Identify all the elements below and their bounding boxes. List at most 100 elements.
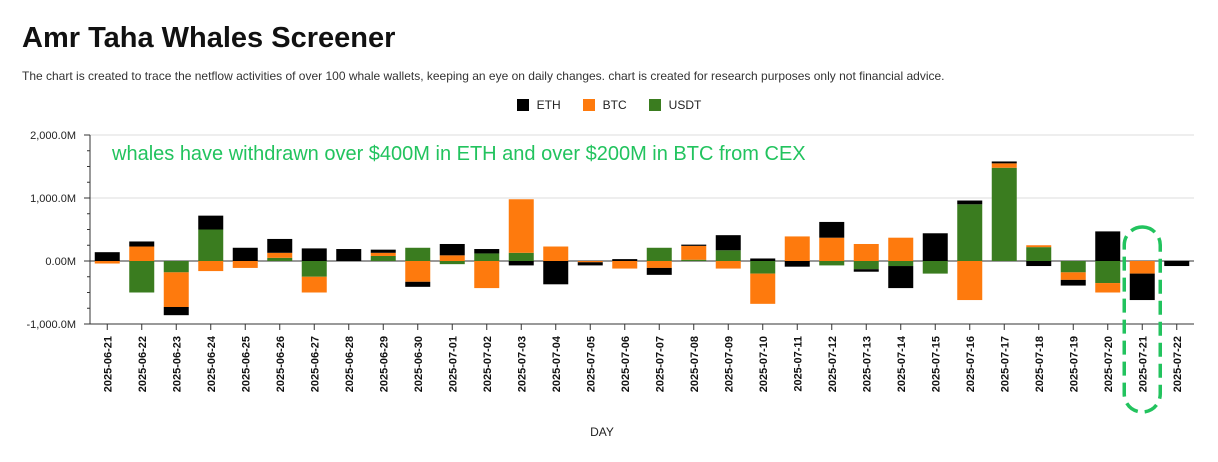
bar-eth-2025-07-20[interactable] [1095, 231, 1121, 261]
bar-btc-2025-07-02[interactable] [474, 261, 500, 289]
bar-usdt-2025-07-08[interactable] [681, 259, 707, 261]
x-tick-label: 2025-07-16 [965, 336, 977, 392]
bar-usdt-2025-07-14[interactable] [888, 261, 914, 267]
bar-eth-2025-07-09[interactable] [715, 235, 741, 251]
bar-btc-2025-07-10[interactable] [750, 273, 776, 304]
bar-eth-2025-07-11[interactable] [784, 261, 810, 267]
bar-eth-2025-07-13[interactable] [853, 269, 879, 272]
bar-btc-2025-07-08[interactable] [681, 245, 707, 260]
bar-usdt-2025-07-12[interactable] [819, 261, 845, 266]
bar-eth-2025-07-01[interactable] [439, 243, 465, 256]
bar-eth-2025-07-08[interactable] [681, 244, 707, 246]
bar-usdt-2025-07-07[interactable] [646, 247, 672, 261]
bar-usdt-2025-06-23[interactable] [163, 261, 189, 273]
x-tick-label: 2025-07-05 [585, 336, 597, 392]
bar-usdt-2025-07-02[interactable] [474, 253, 500, 261]
bar-usdt-2025-06-30[interactable] [405, 247, 431, 261]
legend-item-btc[interactable]: BTC [582, 98, 627, 112]
bar-btc-2025-07-03[interactable] [508, 199, 534, 253]
bar-eth-2025-06-29[interactable] [370, 249, 396, 253]
bar-btc-2025-07-07[interactable] [646, 261, 672, 268]
bar-eth-2025-07-22[interactable] [1164, 261, 1190, 267]
bar-eth-2025-07-14[interactable] [888, 266, 914, 289]
bar-eth-2025-07-17[interactable] [991, 161, 1017, 164]
bar-btc-2025-06-22[interactable] [129, 246, 155, 261]
bar-eth-2025-06-27[interactable] [301, 248, 327, 261]
bar-usdt-2025-06-22[interactable] [129, 261, 155, 293]
legend-swatch-btc [582, 99, 595, 111]
bar-usdt-2025-06-26[interactable] [267, 257, 293, 261]
bar-btc-2025-07-20[interactable] [1095, 283, 1121, 293]
bar-eth-2025-06-25[interactable] [232, 247, 258, 261]
bar-eth-2025-07-15[interactable] [922, 233, 948, 261]
chart-legend[interactable]: ETH BTC USDT [0, 98, 1218, 112]
bar-eth-2025-06-24[interactable] [198, 215, 224, 230]
bar-btc-2025-06-27[interactable] [301, 276, 327, 293]
bar-usdt-2025-07-17[interactable] [991, 167, 1017, 261]
bar-btc-2025-06-26[interactable] [267, 252, 293, 258]
bar-btc-2025-07-18[interactable] [1026, 245, 1052, 248]
bar-btc-2025-07-05[interactable] [577, 261, 603, 263]
bar-eth-2025-06-26[interactable] [267, 238, 293, 253]
x-tick-label: 2025-07-17 [999, 336, 1011, 392]
bar-eth-2025-06-28[interactable] [336, 249, 362, 261]
bar-eth-2025-06-21[interactable] [94, 252, 120, 261]
bar-btc-2025-07-16[interactable] [957, 261, 983, 301]
bar-btc-2025-07-04[interactable] [543, 246, 569, 261]
bar-btc-2025-06-29[interactable] [370, 252, 396, 256]
bar-eth-2025-07-16[interactable] [957, 200, 983, 205]
x-tick-label: 2025-07-14 [896, 335, 908, 392]
bar-usdt-2025-07-18[interactable] [1026, 247, 1052, 261]
x-tick-label: 2025-07-12 [827, 336, 839, 392]
bar-eth-2025-07-19[interactable] [1060, 279, 1086, 286]
bar-eth-2025-07-10[interactable] [750, 258, 776, 261]
x-tick-label: 2025-07-11 [792, 336, 804, 392]
bar-btc-2025-07-19[interactable] [1060, 272, 1086, 280]
bar-btc-2025-07-14[interactable] [888, 237, 914, 261]
bar-usdt-2025-06-29[interactable] [370, 255, 396, 261]
bar-btc-2025-06-23[interactable] [163, 272, 189, 307]
x-tick-label: 2025-06-30 [413, 336, 425, 392]
bar-btc-2025-07-06[interactable] [612, 261, 638, 269]
bar-usdt-2025-07-19[interactable] [1060, 261, 1086, 273]
y-tick-label: 0.00M [45, 256, 76, 268]
bar-btc-2025-07-12[interactable] [819, 237, 845, 261]
bar-btc-2025-07-01[interactable] [439, 255, 465, 261]
bar-eth-2025-07-04[interactable] [543, 261, 569, 285]
bar-btc-2025-07-09[interactable] [715, 261, 741, 269]
bar-usdt-2025-07-13[interactable] [853, 261, 879, 270]
bar-btc-2025-06-24[interactable] [198, 261, 224, 272]
bar-btc-2025-06-30[interactable] [405, 261, 431, 282]
bar-usdt-2025-07-01[interactable] [439, 261, 465, 265]
bar-eth-2025-07-21[interactable] [1129, 273, 1155, 301]
bar-usdt-2025-06-27[interactable] [301, 261, 327, 277]
bar-btc-2025-07-13[interactable] [853, 243, 879, 261]
bar-usdt-2025-07-03[interactable] [508, 252, 534, 261]
bar-eth-2025-06-22[interactable] [129, 241, 155, 247]
bar-usdt-2025-07-16[interactable] [957, 204, 983, 261]
bar-usdt-2025-06-24[interactable] [198, 229, 224, 262]
bar-eth-2025-06-23[interactable] [163, 306, 189, 316]
bar-btc-2025-07-11[interactable] [784, 236, 810, 261]
bar-usdt-2025-07-20[interactable] [1095, 261, 1121, 284]
bar-eth-2025-07-06[interactable] [612, 259, 638, 261]
legend-item-usdt[interactable]: USDT [648, 98, 702, 112]
legend-item-eth[interactable]: ETH [516, 98, 561, 112]
bar-btc-2025-07-21[interactable] [1129, 261, 1155, 274]
x-tick-label: 2025-07-20 [1103, 336, 1115, 392]
bar-btc-2025-06-25[interactable] [232, 261, 258, 268]
bar-btc-2025-06-21[interactable] [94, 261, 120, 264]
bar-usdt-2025-07-10[interactable] [750, 261, 776, 274]
bar-eth-2025-07-12[interactable] [819, 221, 845, 238]
bar-eth-2025-07-05[interactable] [577, 262, 603, 266]
bar-eth-2025-07-03[interactable] [508, 261, 534, 266]
bar-btc-2025-07-17[interactable] [991, 163, 1017, 168]
bar-eth-2025-07-18[interactable] [1026, 261, 1052, 267]
x-tick-label: 2025-07-21 [1137, 336, 1149, 392]
legend-label-usdt: USDT [668, 98, 702, 112]
bar-usdt-2025-07-09[interactable] [715, 250, 741, 261]
bar-usdt-2025-07-15[interactable] [922, 261, 948, 274]
bar-eth-2025-07-07[interactable] [646, 267, 672, 275]
bar-eth-2025-06-30[interactable] [405, 281, 431, 287]
bar-eth-2025-07-02[interactable] [474, 249, 500, 254]
